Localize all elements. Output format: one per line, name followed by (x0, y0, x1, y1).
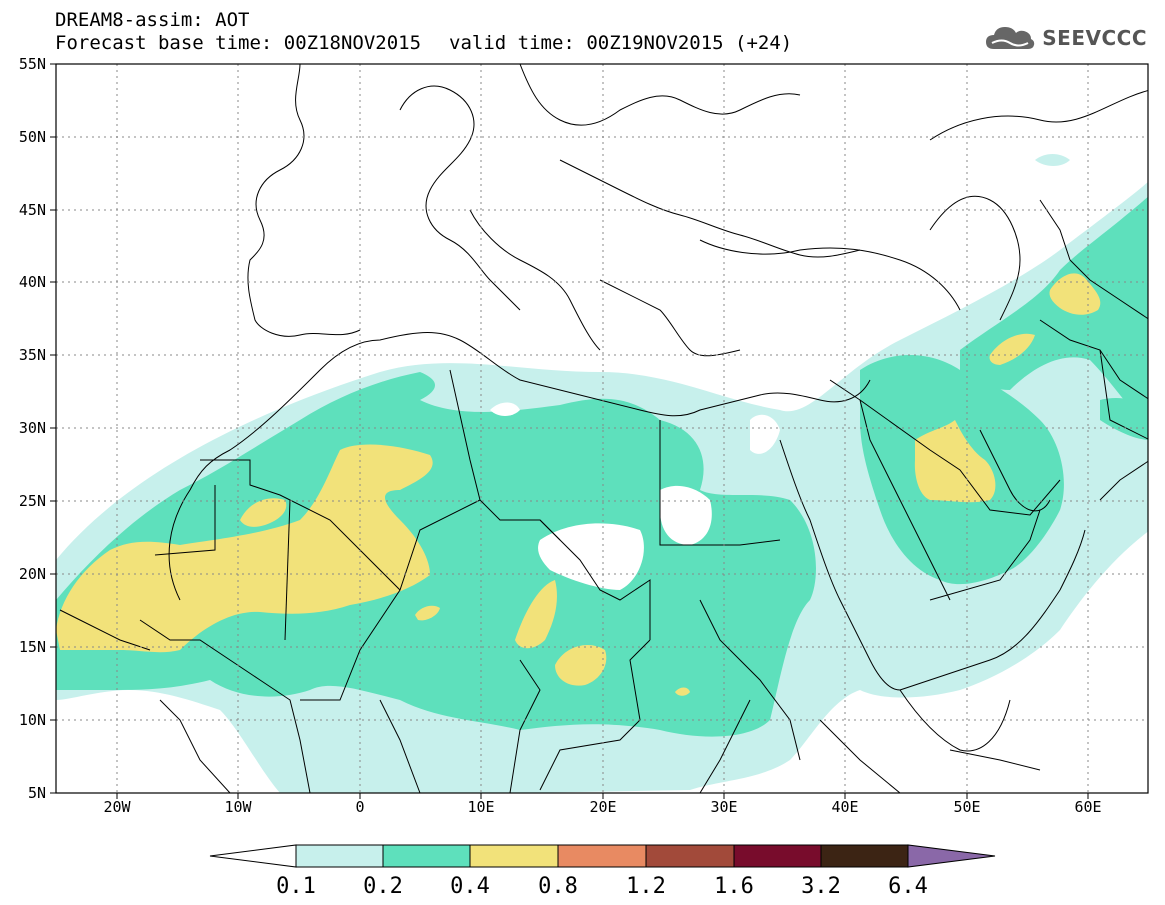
valid-time: valid time: 00Z19NOV2015 (+24) (449, 32, 793, 54)
colorbar-bin (382, 844, 471, 868)
lon-label: 50E (953, 798, 980, 816)
lat-label: 40N (19, 273, 46, 291)
colorbar-label: 3.2 (801, 874, 841, 899)
lon-label: 20W (103, 798, 131, 816)
lat-label: 25N (19, 492, 46, 510)
colorbar-label: 6.4 (888, 874, 928, 899)
lat-label: 50N (19, 128, 46, 146)
colorbar-labels: 0.1 0.2 0.4 0.8 1.2 1.6 3.2 6.4 (276, 874, 928, 899)
lat-label: 5N (28, 784, 46, 802)
map-title: DREAM8-assim: AOT (55, 9, 249, 31)
lat-label: 30N (19, 419, 46, 437)
lat-labels: 55N 50N 45N 40N 35N 30N 25N 20N 15N 10N … (19, 55, 46, 802)
colorbar-bin (295, 844, 384, 868)
lat-label: 35N (19, 346, 46, 364)
lon-label: 0 (355, 798, 364, 816)
forecast-base-time: Forecast base time: 00Z18NOV2015 (55, 32, 422, 54)
lon-labels: 20W 10W 0 10E 20E 30E 40E 50E 60E (103, 798, 1101, 816)
country-borders (59, 64, 1148, 793)
lat-label: 45N (19, 201, 46, 219)
lon-label: 40E (831, 798, 858, 816)
lon-label: 20E (589, 798, 616, 816)
colorbar-label: 0.4 (450, 874, 490, 899)
colorbar-bin (557, 844, 647, 868)
product-title: DREAM8-assim: AOT (55, 9, 250, 31)
time-info: Forecast base time: 00Z18NOV2015 valid ti… (55, 32, 792, 54)
lat-label: 10N (19, 711, 46, 729)
colorbar-bin (733, 844, 822, 868)
colorbar-label: 0.8 (538, 874, 578, 899)
lat-label: 55N (19, 55, 46, 73)
aot-shading (56, 154, 1148, 793)
logo-text: SEEVCCC (1042, 26, 1147, 50)
colorbar-label: 0.2 (363, 874, 403, 899)
colorbar-label: 1.2 (626, 874, 666, 899)
cloud-icon (986, 27, 1035, 49)
lat-label: 20N (19, 565, 46, 583)
colorbar-low-arrow (209, 844, 297, 868)
lon-label: 60E (1074, 798, 1101, 816)
seevccc-logo: SEEVCCC (984, 24, 1147, 52)
lon-label: 30E (710, 798, 737, 816)
colorbar-label: 0.1 (276, 874, 316, 899)
colorbar-label: 1.6 (714, 874, 754, 899)
colorbar-high-arrow (907, 844, 996, 868)
graticule (56, 64, 1148, 793)
axis-ticks (50, 63, 1089, 799)
colorbar-bin (469, 844, 559, 868)
lat-label: 15N (19, 638, 46, 656)
colorbar (209, 844, 996, 868)
lon-label: 10W (224, 798, 252, 816)
colorbar-bin (645, 844, 735, 868)
lon-label: 10E (467, 798, 494, 816)
colorbar-bin (820, 844, 909, 868)
